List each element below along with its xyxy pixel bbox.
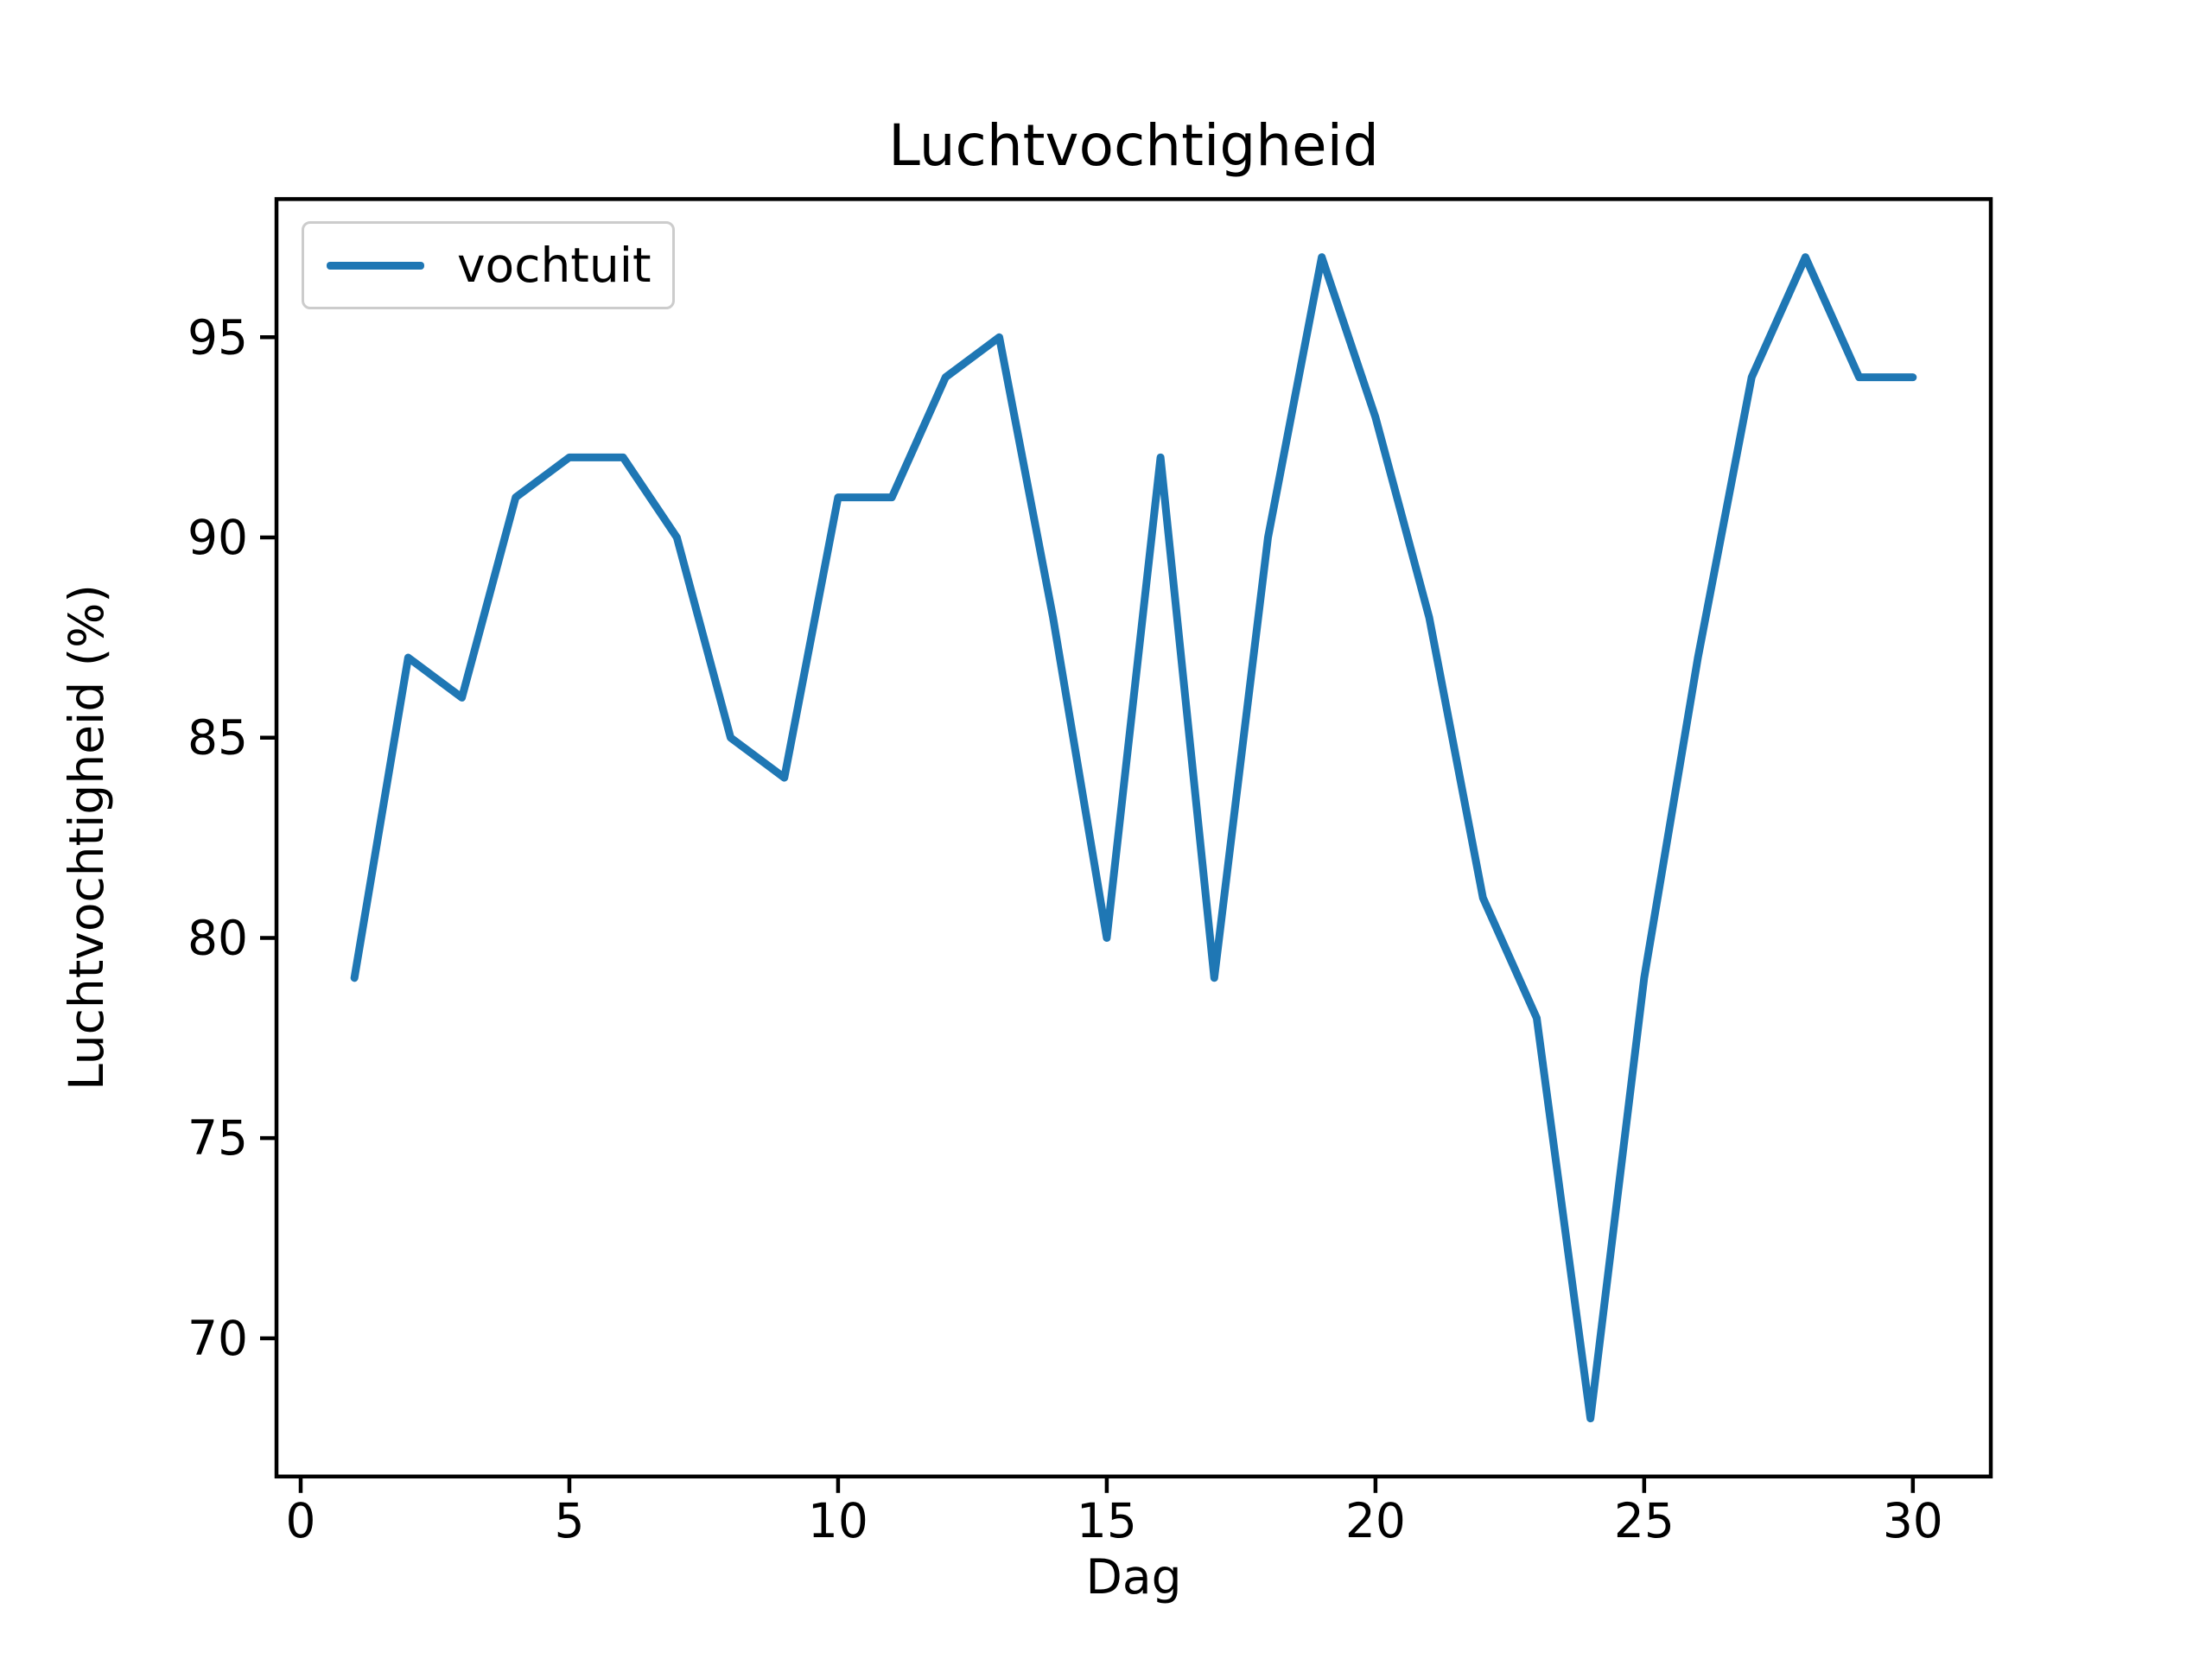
legend-line-swatch [327, 261, 424, 270]
x-tick-label: 20 [1345, 1493, 1406, 1548]
legend: vochtuit [302, 221, 675, 309]
y-tick-label: 80 [188, 910, 248, 965]
x-tick-label: 30 [1883, 1493, 1943, 1548]
y-tick-label: 70 [188, 1311, 248, 1366]
x-tick-label: 25 [1614, 1493, 1675, 1548]
x-tick-label: 10 [808, 1493, 868, 1548]
y-tick-label: 85 [188, 710, 248, 766]
chart-title: Luchtvochtigheid [888, 112, 1379, 179]
legend-series-label: vochtuit [457, 238, 652, 293]
series-line-vochtuit [350, 253, 1917, 1423]
x-axis-label: Dag [1085, 1549, 1182, 1605]
y-axis-label: Luchtvochtigheid (%) [59, 584, 114, 1090]
axes-spines [274, 197, 1993, 1479]
y-tick-label: 90 [188, 510, 248, 565]
x-tick-label: 0 [285, 1493, 315, 1548]
x-tick-label: 15 [1077, 1493, 1137, 1548]
x-tick-label: 5 [554, 1493, 584, 1548]
y-tick-label: 75 [188, 1110, 248, 1166]
y-tick-label: 95 [188, 309, 248, 365]
